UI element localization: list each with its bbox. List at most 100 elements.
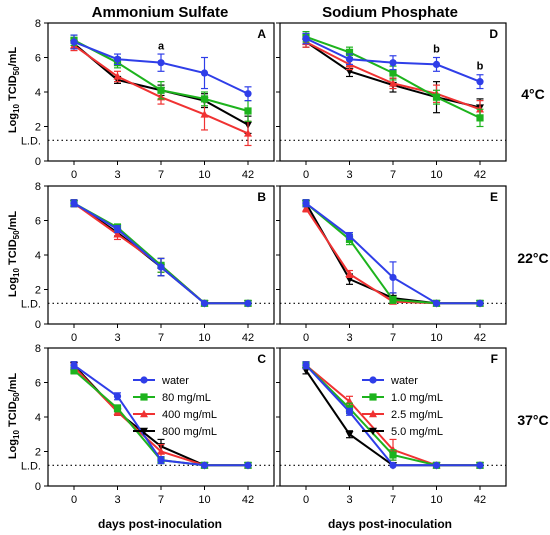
data-point: [113, 392, 122, 400]
panel-letter: D: [489, 27, 498, 41]
panel-b: B 2 4 6 8 0 0 3 7 10 42 L.D.: [21, 181, 275, 344]
data-point: [389, 69, 397, 77]
data-point: [476, 78, 484, 86]
ylabel-text: Log10 TCID50/mL: [7, 47, 21, 134]
ylabel-text: Log10 TCID50/mL: [7, 373, 21, 460]
series-line: [73, 202, 248, 305]
x-tick-label: 42: [242, 494, 254, 506]
data-point: [113, 225, 122, 233]
x-tick-label: 7: [390, 494, 396, 506]
ylabel-row-2: Log10 TCID50/mL: [7, 211, 21, 298]
x-tick-label: 0: [303, 494, 309, 506]
panel-c: C 2 4 6 8 0 0 3 7 10 42 L.D.: [21, 343, 275, 506]
x-tick-label: 3: [346, 494, 352, 506]
y-tick-label: 4: [35, 412, 41, 424]
data-point: [302, 204, 310, 212]
legend-entry: 2.5 mg/mL: [391, 409, 443, 421]
x-tick-label: 0: [71, 169, 77, 181]
y-tick-label: 4: [35, 87, 41, 99]
legend-marker: [369, 409, 377, 418]
data-point: [389, 296, 397, 304]
column-title-ammonium-sulfate: Ammonium Sulfate: [92, 4, 229, 21]
annotation-label: b: [433, 43, 440, 55]
ylabel-log: Log: [7, 277, 19, 297]
data-point: [113, 404, 122, 412]
y-tick-label: 0: [35, 481, 41, 493]
series-1-0-mg-ml: [302, 31, 484, 128]
x-tick-label: 0: [303, 332, 309, 344]
x-tick-label: 10: [198, 332, 210, 344]
data-point: [389, 273, 397, 282]
panel-a: A 2 4 6 8 0 0 3 7 10 42 L.D. a: [21, 18, 275, 181]
data-point: [389, 461, 397, 469]
x-tick-label: 42: [474, 494, 486, 506]
data-point: [200, 69, 209, 77]
annotation-label: b: [477, 61, 484, 73]
data-point: [200, 461, 209, 469]
data-point: [389, 451, 397, 459]
ylabel-log: Log: [7, 439, 19, 459]
data-point: [345, 269, 354, 278]
panel-letter: B: [257, 190, 266, 204]
ylabel-unit: /mL: [7, 373, 19, 393]
data-point: [345, 55, 354, 63]
x-tick-label: 0: [71, 332, 77, 344]
x-tick-label: 3: [114, 169, 120, 181]
x-tick-label: 0: [71, 494, 77, 506]
x-tick-label: 42: [242, 332, 254, 344]
panel-letter: F: [491, 352, 498, 366]
data-point: [200, 95, 209, 103]
y-tick-label: 0: [35, 319, 41, 331]
x-tick-label: 42: [242, 169, 254, 181]
panel-e: E 0 3 7 10 42: [276, 185, 507, 344]
x-tick-label: 7: [158, 169, 164, 181]
data-point: [432, 93, 441, 101]
series-400-mg-ml: [70, 362, 252, 469]
x-tick-label: 10: [198, 494, 210, 506]
xlabel-right: days post-inoculation: [328, 517, 452, 531]
ylabel-unit: /mL: [7, 211, 19, 231]
data-point: [432, 60, 441, 68]
x-tick-label: 10: [198, 169, 210, 181]
row-label-37c: 37°C: [517, 412, 548, 428]
data-point: [244, 299, 252, 307]
legend-entry: water: [390, 375, 418, 387]
y-tick-label: 8: [35, 181, 41, 193]
legend-f: water 1.0 mg/mL 2.5 mg/mL 5.0 mg/mL: [362, 375, 443, 438]
data-point: [345, 232, 354, 240]
ylabel-unit: /mL: [7, 47, 19, 67]
data-point: [113, 55, 122, 63]
data-point: [345, 408, 354, 416]
data-point: [389, 79, 397, 87]
x-tick-label: 42: [474, 332, 486, 344]
data-point: [113, 230, 122, 238]
legend-entry: 400 mg/mL: [162, 409, 217, 421]
y-tick-label: 6: [35, 53, 41, 65]
ylabel-50: 50: [12, 392, 21, 401]
data-point: [157, 456, 165, 464]
series-80-mg-ml: [70, 199, 252, 307]
legend-marker: [140, 376, 148, 384]
data-point: [476, 461, 484, 469]
y-tick-label: 8: [35, 343, 41, 355]
data-point: [157, 59, 165, 67]
y-tick-label: 0: [35, 156, 41, 168]
y-tick-label: 4: [35, 250, 41, 262]
x-tick-label: 3: [346, 332, 352, 344]
panel-f: F 0 3 7 10 42: [276, 347, 507, 506]
data-point: [70, 199, 78, 207]
y-tick-label: 2: [35, 447, 41, 459]
panel-letter: A: [257, 27, 266, 41]
legend-c: water 80 mg/mL 400 mg/mL 800 mg/mL: [133, 375, 217, 438]
data-point: [157, 86, 165, 94]
data-point: [432, 299, 441, 307]
x-tick-label: 0: [303, 169, 309, 181]
data-point: [70, 366, 78, 375]
ylabel-50: 50: [12, 230, 21, 239]
x-tick-label: 10: [430, 494, 442, 506]
series-water: [302, 361, 484, 469]
row-label-4c: 4°C: [521, 86, 545, 102]
series-water: [302, 199, 484, 307]
legend-entry: 5.0 mg/mL: [391, 426, 443, 438]
